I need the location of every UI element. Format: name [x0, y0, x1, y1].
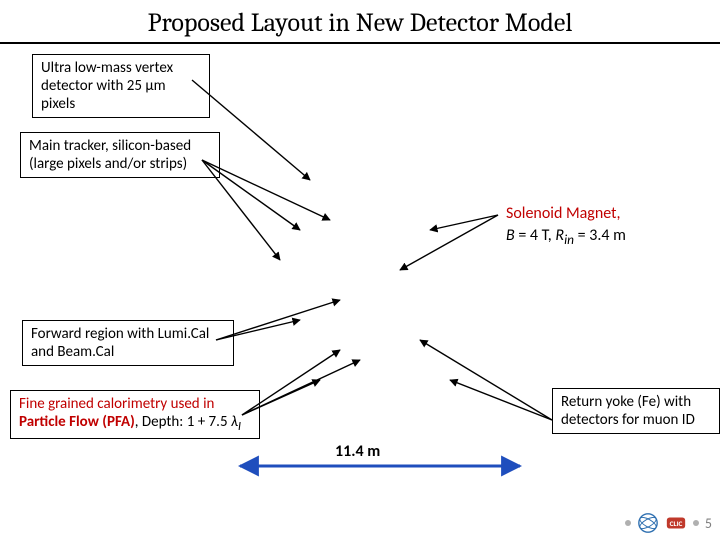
callout-calo: Fine grained calorimetry used in Particl…	[10, 390, 260, 439]
length-label: 11.4 m	[335, 442, 380, 461]
svg-text:CLIC: CLIC	[669, 519, 682, 528]
callout-vertex: Ultra low-mass vertex detector with 25 μ…	[32, 54, 210, 118]
bullet-icon	[625, 520, 631, 526]
callout-forward: Forward region with Lumi.Cal and Beam.Ca…	[22, 320, 234, 366]
cern-logo-icon	[637, 512, 659, 534]
clic-logo-icon: CLIC	[665, 512, 687, 534]
page-number: 5	[705, 515, 712, 532]
callout-yoke: Return yoke (Fe) with detectors for muon…	[552, 388, 720, 434]
footer: CLIC 5	[625, 512, 712, 534]
callout-solenoid-eq: B = 4 T, Rin = 3.4 m	[498, 222, 720, 252]
callout-tracker: Main tracker, silicon-based (large pixel…	[20, 132, 220, 178]
bullet-icon	[693, 520, 699, 526]
page-title: Proposed Layout in New Detector Model	[0, 8, 720, 44]
